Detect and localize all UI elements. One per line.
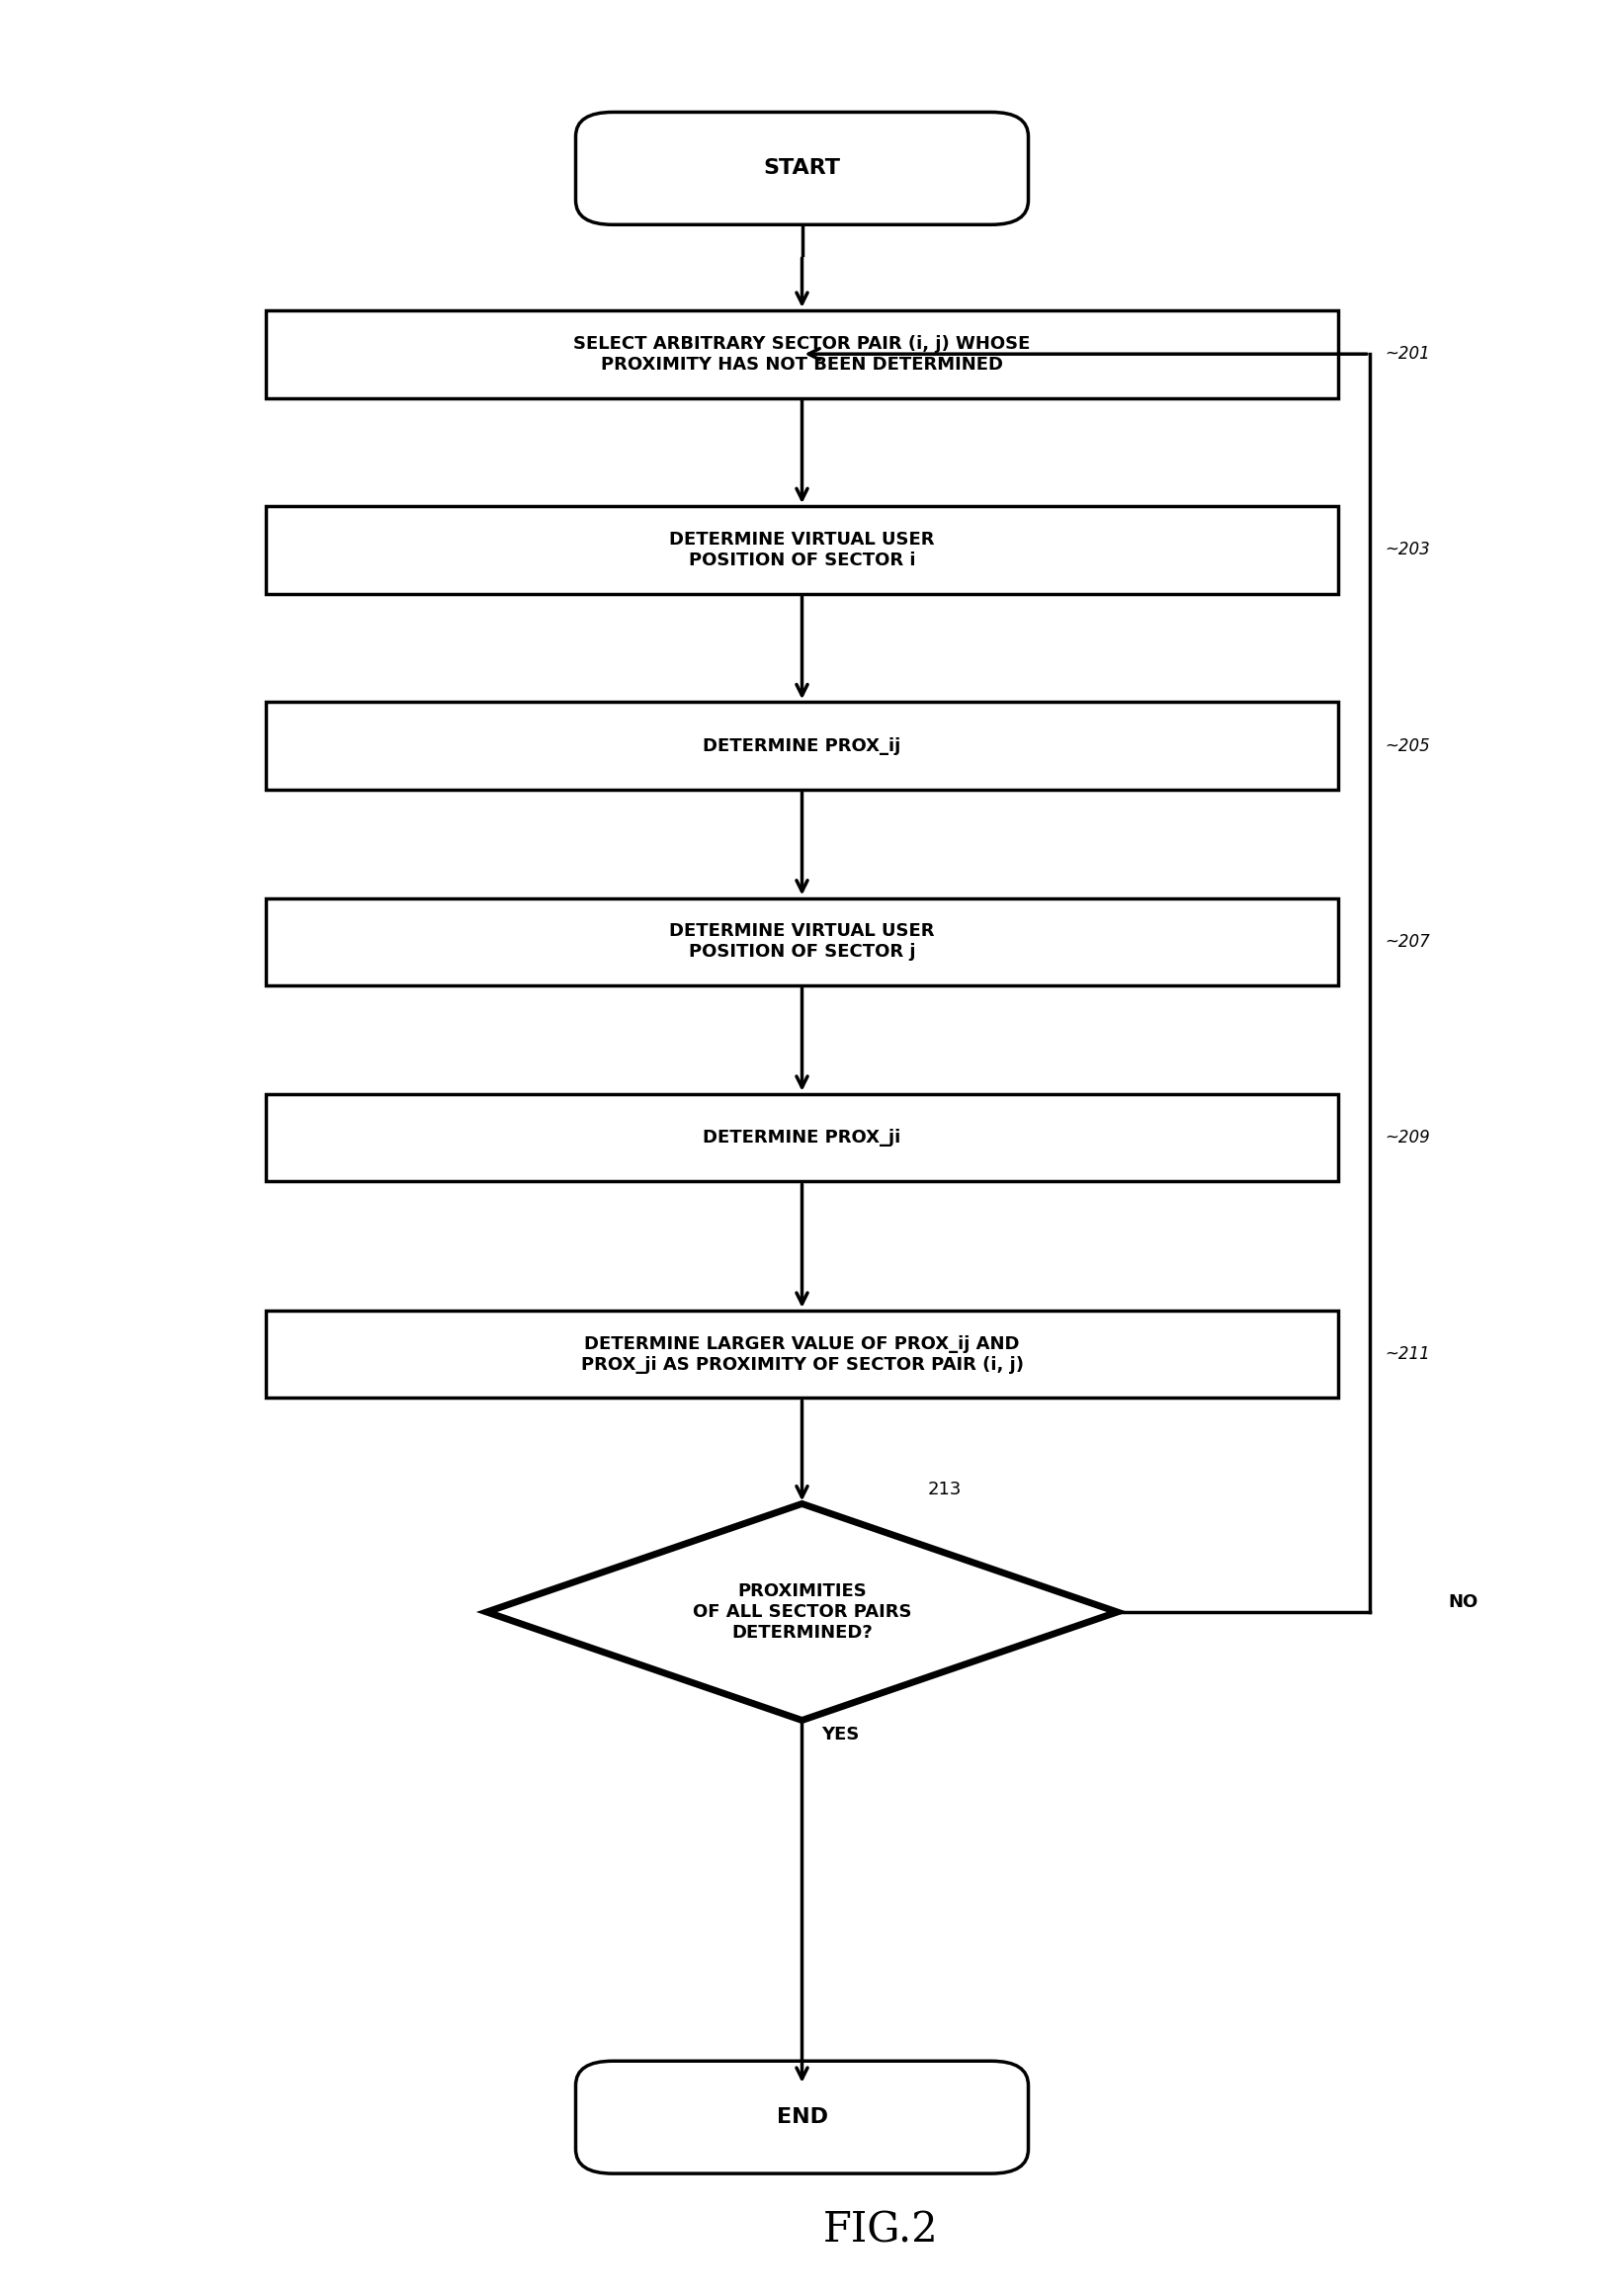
Text: DETERMINE LARGER VALUE OF PROX_ij AND
PROX_ji AS PROXIMITY OF SECTOR PAIR (i, j): DETERMINE LARGER VALUE OF PROX_ij AND PR… [581,1334,1023,1373]
Text: ~211: ~211 [1386,1345,1431,1364]
Text: DETERMINE VIRTUAL USER
POSITION OF SECTOR i: DETERMINE VIRTUAL USER POSITION OF SECTO… [669,530,935,569]
Text: ~203: ~203 [1386,542,1431,558]
Text: PROXIMITIES
OF ALL SECTOR PAIRS
DETERMINED?: PROXIMITIES OF ALL SECTOR PAIRS DETERMIN… [693,1582,911,1642]
Text: ~205: ~205 [1386,737,1431,755]
Text: ~201: ~201 [1386,344,1431,363]
Text: ~209: ~209 [1386,1130,1431,1146]
Text: ~207: ~207 [1386,932,1431,951]
Text: SELECT ARBITRARY SECTOR PAIR (i, j) WHOSE
PROXIMITY HAS NOT BEEN DETERMINED: SELECT ARBITRARY SECTOR PAIR (i, j) WHOS… [574,335,1030,374]
Text: DETERMINE VIRTUAL USER
POSITION OF SECTOR j: DETERMINE VIRTUAL USER POSITION OF SECTO… [669,923,935,962]
Polygon shape [486,1504,1118,1720]
Text: FIG.2: FIG.2 [823,2209,938,2252]
Bar [266,310,1338,397]
FancyBboxPatch shape [576,2062,1028,2174]
Text: NO: NO [1448,1593,1479,1609]
Text: END: END [776,2108,828,2126]
Bar [266,898,1338,985]
Bar [266,1311,1338,1398]
Text: 213: 213 [929,1481,962,1499]
Bar [266,505,1338,595]
Bar [266,1093,1338,1182]
Text: START: START [764,158,840,179]
Text: DETERMINE PROX_ij: DETERMINE PROX_ij [703,737,901,755]
Text: YES: YES [821,1727,858,1743]
FancyBboxPatch shape [576,113,1028,225]
Bar [266,703,1338,790]
Text: DETERMINE PROX_ji: DETERMINE PROX_ji [703,1130,901,1146]
